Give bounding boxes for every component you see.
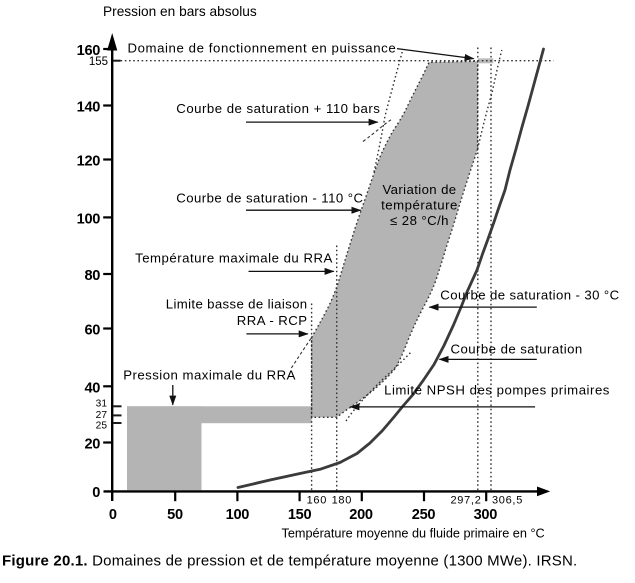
svg-text:297,2: 297,2 <box>450 495 481 507</box>
svg-text:250: 250 <box>412 507 436 523</box>
svg-text:Pression en bars absolus: Pression en bars absolus <box>103 4 257 19</box>
svg-text:200: 200 <box>349 507 373 523</box>
svg-text:150: 150 <box>288 507 312 523</box>
svg-text:180: 180 <box>332 495 352 507</box>
svg-text:Température moyenne du fluide: Température moyenne du fluide primaire e… <box>282 526 545 540</box>
svg-text:20: 20 <box>84 437 100 453</box>
svg-text:80: 80 <box>84 268 100 284</box>
svg-text:27: 27 <box>96 410 108 421</box>
svg-text:300: 300 <box>474 507 498 523</box>
svg-text:Figure 20.1. Domaines de press: Figure 20.1. Domaines de pression et de … <box>2 553 577 570</box>
svg-text:306,5: 306,5 <box>492 495 523 507</box>
svg-text:140: 140 <box>77 100 101 116</box>
svg-text:Domaine de fonctionnement en p: Domaine de fonctionnement en puissance <box>128 41 397 56</box>
svg-text:≤ 28 °C/h: ≤ 28 °C/h <box>390 213 449 228</box>
svg-text:50: 50 <box>167 507 183 523</box>
svg-text:25: 25 <box>96 420 108 431</box>
svg-text:100: 100 <box>77 212 101 228</box>
svg-text:Pression maximale du RRA: Pression maximale du RRA <box>123 368 296 383</box>
svg-text:0: 0 <box>109 507 117 523</box>
svg-text:0: 0 <box>92 485 100 501</box>
svg-text:Variation de: Variation de <box>382 182 456 197</box>
svg-text:60: 60 <box>84 323 100 339</box>
svg-text:40: 40 <box>84 381 100 397</box>
svg-text:Courbe de saturation + 110 bar: Courbe de saturation + 110 bars <box>176 101 380 116</box>
svg-text:RRA - RCP: RRA - RCP <box>237 313 308 328</box>
svg-text:155: 155 <box>89 56 108 68</box>
svg-text:Limite basse de liaison: Limite basse de liaison <box>166 297 308 312</box>
svg-text:Courbe de saturation - 30 °C: Courbe de saturation - 30 °C <box>440 288 619 303</box>
svg-text:160: 160 <box>307 495 327 507</box>
svg-text:100: 100 <box>226 507 250 523</box>
svg-text:31: 31 <box>96 399 108 410</box>
svg-text:Courbe de saturation - 110 °C: Courbe de saturation - 110 °C <box>176 190 363 205</box>
svg-text:température: température <box>381 198 458 213</box>
svg-text:Température maximale du RRA: Température maximale du RRA <box>135 251 333 266</box>
svg-text:160: 160 <box>77 43 101 59</box>
svg-text:Limite NPSH des pompes primair: Limite NPSH des pompes primaires <box>384 383 610 398</box>
svg-text:Courbe de saturation: Courbe de saturation <box>451 341 583 356</box>
svg-text:120: 120 <box>77 154 101 170</box>
